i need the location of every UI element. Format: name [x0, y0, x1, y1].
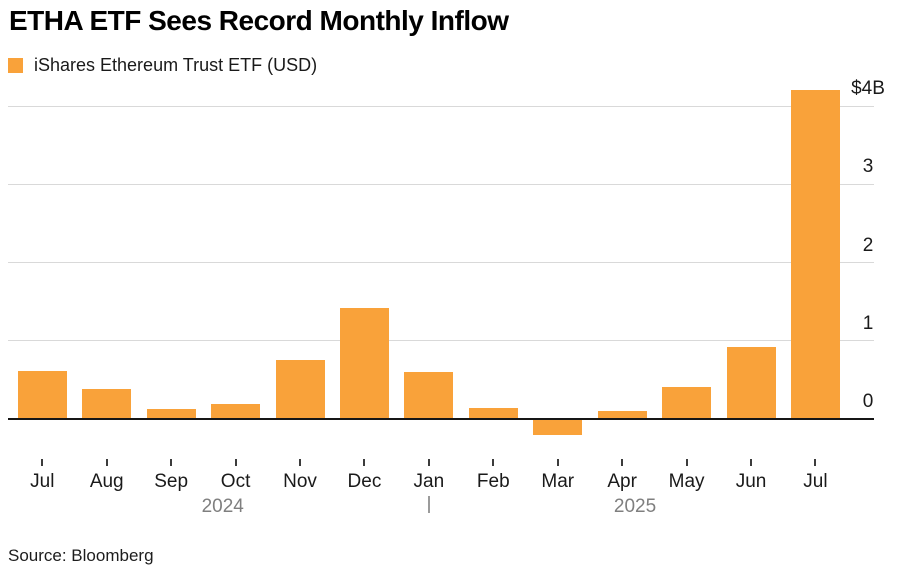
x-axis-month-label: Oct: [220, 471, 251, 492]
bar-feb-7: [468, 408, 518, 419]
x-axis-month-label: Jan: [413, 471, 445, 492]
x-axis-tick: [105, 459, 108, 466]
y-axis-tick-label: 0: [862, 391, 874, 412]
x-axis-tick: [814, 459, 817, 466]
x-axis-tick: [234, 459, 237, 466]
legend-label: iShares Ethereum Trust ETF (USD): [34, 55, 318, 75]
y-axis-tick-label: 2: [862, 234, 874, 256]
bar-may-10: [662, 386, 712, 419]
chart-title: ETHA ETF Sees Record Monthly Inflow: [9, 5, 509, 36]
x-axis-month-label: Dec: [347, 471, 382, 492]
x-axis-month-label: Apr: [607, 471, 637, 492]
x-axis-month-label: Jun: [735, 471, 767, 492]
x-axis-tick: [41, 459, 44, 466]
x-axis-month-label: Jul: [803, 471, 828, 492]
x-axis-month-label: May: [668, 471, 705, 492]
x-axis-tick: [170, 459, 173, 466]
x-axis-month-label: Aug: [89, 471, 124, 492]
bar-jul-12: [790, 89, 840, 419]
x-axis-tick: [750, 459, 753, 466]
y-axis-tick-label: $4B: [851, 78, 885, 100]
x-axis-tick: [621, 459, 624, 466]
gridline: [8, 183, 874, 185]
x-axis-tick: [299, 459, 302, 466]
x-axis-month-label: Nov: [283, 471, 317, 492]
gridline: [8, 105, 874, 107]
legend-swatch-icon: [8, 58, 23, 73]
bar-nov-4: [275, 360, 325, 419]
bar-apr-9: [597, 411, 647, 419]
x-axis-month-label: Feb: [476, 471, 510, 492]
x-axis-month-label: Mar: [541, 471, 575, 492]
bar-aug-1: [82, 389, 132, 419]
y-axis-tick-label: 1: [862, 312, 874, 334]
bar-jan-6: [404, 372, 454, 419]
gridline: [8, 340, 874, 342]
bar-oct-3: [211, 404, 261, 419]
legend: iShares Ethereum Trust ETF (USD): [8, 55, 317, 76]
year-divider-tick: [427, 496, 430, 513]
x-axis-baseline: [8, 418, 874, 420]
y-axis-tick-label: 3: [862, 156, 874, 178]
x-axis-tick: [427, 459, 430, 466]
x-axis-tick: [556, 459, 559, 466]
x-axis-tick: [363, 459, 366, 466]
gridline: [8, 262, 874, 264]
x-axis-month-label: Sep: [154, 471, 189, 492]
bar-dec-5: [339, 307, 389, 419]
x-axis-year-label: 2024: [201, 496, 244, 517]
bar-jun-11: [726, 347, 776, 419]
bar-jul-0: [17, 370, 67, 419]
x-axis-tick: [685, 459, 688, 466]
bar-mar-8: [533, 419, 583, 435]
x-axis-month-label: Jul: [30, 471, 55, 492]
bar-sep-2: [146, 408, 196, 419]
x-axis-tick: [492, 459, 495, 466]
source-attribution: Source: Bloomberg: [8, 546, 154, 565]
x-axis-year-label: 2025: [613, 496, 657, 517]
